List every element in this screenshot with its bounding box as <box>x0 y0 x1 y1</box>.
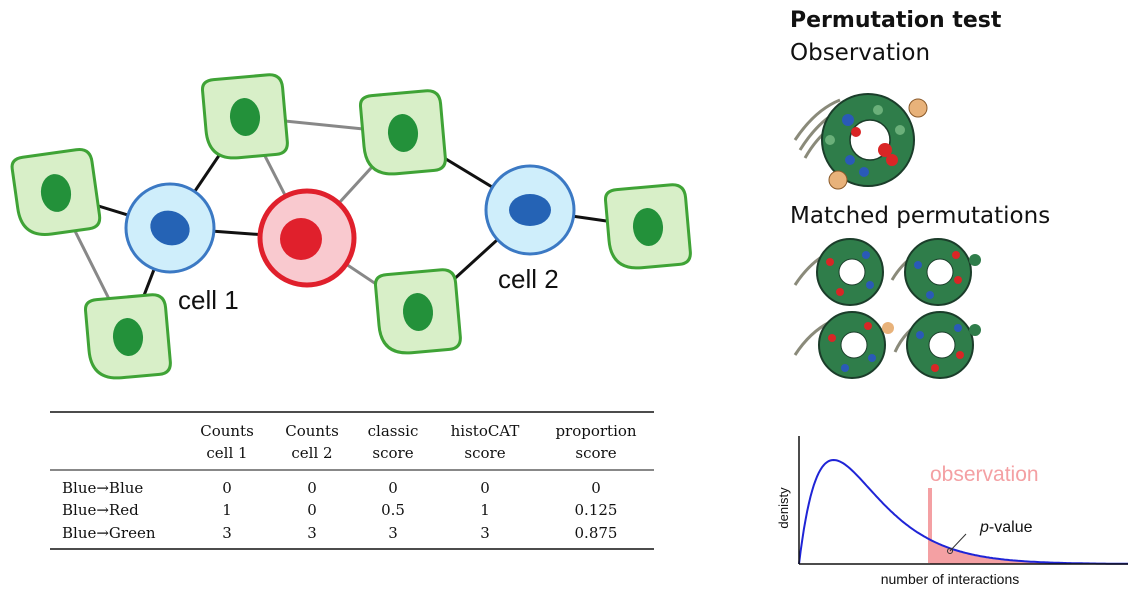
cell: 1 <box>222 501 232 519</box>
scores-table: Counts cell 1 Counts cell 2 classic scor… <box>50 411 654 550</box>
observation-label: observation <box>930 463 1039 486</box>
table-row: Blue→Red 1 0 0.5 1 0.125 <box>62 501 617 519</box>
table-row: Blue→Green 3 3 3 3 0.875 <box>62 524 617 542</box>
row-label: Blue→Blue <box>62 479 143 497</box>
cell-1-label: cell 1 <box>178 285 239 315</box>
permutation-title: Permutation test <box>790 8 1002 33</box>
cell: 3 <box>388 524 398 542</box>
density-plot: denisty number of interactions observati… <box>776 436 1128 587</box>
cell-2-label: cell 2 <box>498 264 559 294</box>
tissue-permutation-image <box>893 311 981 379</box>
header-counts-cell2-line2: cell 2 <box>291 444 332 462</box>
cell: 0 <box>591 479 601 497</box>
x-axis-label: number of interactions <box>881 571 1020 587</box>
header-proportion-line1: proportion <box>555 422 636 440</box>
cell: 3 <box>480 524 490 542</box>
y-axis-label: denisty <box>776 487 791 529</box>
cell-network: cell 1 cell 2 <box>9 72 693 382</box>
tissue-permutation-image <box>890 238 981 306</box>
header-proportion-line2: score <box>575 444 616 462</box>
cell: 0 <box>480 479 490 497</box>
matched-permutations-heading: Matched permutations <box>790 203 1050 229</box>
cell: 0.5 <box>381 501 405 519</box>
header-classic-line1: classic <box>368 422 419 440</box>
header-histocat-line2: score <box>464 444 505 462</box>
cell: 0 <box>307 501 317 519</box>
tissue-permutation-image <box>793 311 894 379</box>
green-cell <box>200 72 290 162</box>
green-cell <box>9 146 103 240</box>
pvalue-pointer-dot <box>947 548 953 554</box>
blue-cell-2 <box>484 164 576 256</box>
cell: 3 <box>307 524 317 542</box>
pvalue-area <box>930 540 1128 564</box>
cell: 0.125 <box>575 501 618 519</box>
density-curve <box>798 458 1128 565</box>
pvalue-label: p-value <box>979 519 1033 536</box>
cell: 0 <box>388 479 398 497</box>
tissue-permutation-image <box>793 238 884 306</box>
green-cell <box>603 182 693 272</box>
blue-cell-1 <box>124 182 216 274</box>
green-cell <box>373 267 463 357</box>
table-row: Blue→Blue 0 0 0 0 0 <box>62 479 601 497</box>
observation-heading: Observation <box>790 40 930 66</box>
row-label: Blue→Green <box>62 524 156 542</box>
header-counts-cell1-line1: Counts <box>200 422 254 440</box>
pvalue-pointer <box>949 533 967 552</box>
green-cell <box>358 88 448 178</box>
green-cell <box>83 292 173 382</box>
cell: 1 <box>480 501 490 519</box>
header-counts-cell2-line1: Counts <box>285 422 339 440</box>
table-header: Counts cell 1 Counts cell 2 classic scor… <box>200 422 637 462</box>
permutation-panel: Permutation test Observation Matched per… <box>790 8 1050 379</box>
tissue-observation-image <box>793 93 928 190</box>
cell: 3 <box>222 524 232 542</box>
cell: 0 <box>222 479 232 497</box>
header-counts-cell1-line2: cell 1 <box>206 444 247 462</box>
row-label: Blue→Red <box>62 501 139 519</box>
observation-line <box>928 488 932 563</box>
header-histocat-line1: histoCAT <box>451 422 520 440</box>
green-cells <box>9 72 693 382</box>
cell: 0 <box>307 479 317 497</box>
cell: 0.875 <box>575 524 618 542</box>
red-cell <box>257 188 357 288</box>
header-classic-line2: score <box>372 444 413 462</box>
